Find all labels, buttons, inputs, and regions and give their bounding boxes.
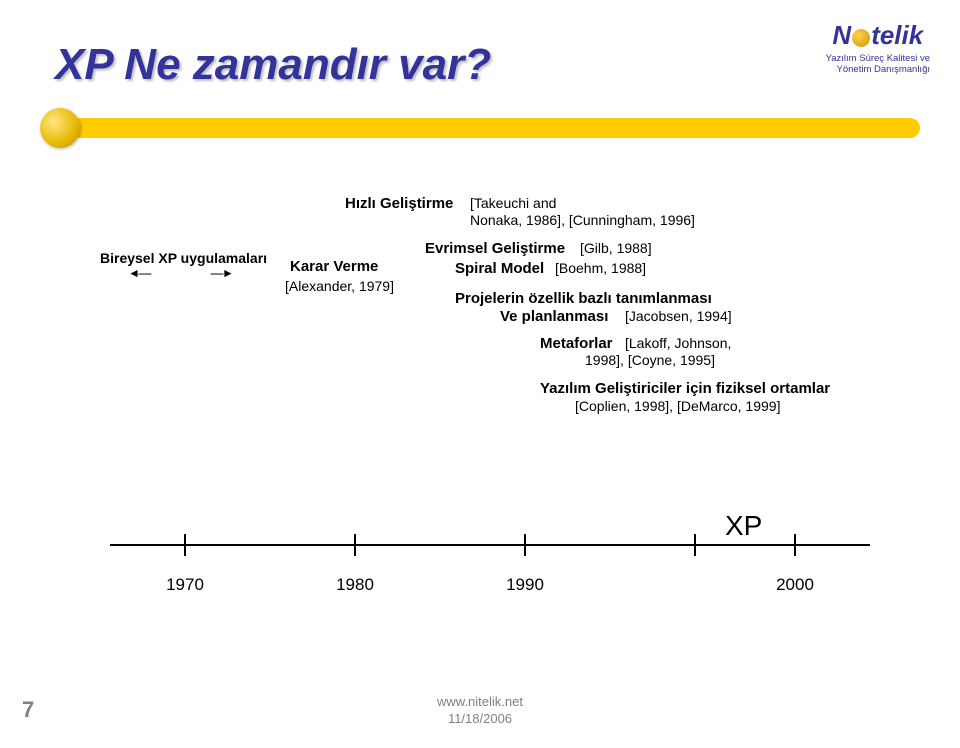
svg-text:XP: XP xyxy=(725,510,762,541)
footer: www.nitelik.net 11/18/2006 xyxy=(0,693,960,728)
footer-date: 11/18/2006 xyxy=(448,711,512,726)
slide: XP Ne zamandır var? Ntelik Yazılım Süreç… xyxy=(0,0,960,748)
svg-text:1970: 1970 xyxy=(166,575,204,594)
svg-text:1990: 1990 xyxy=(506,575,544,594)
svg-text:1980: 1980 xyxy=(336,575,374,594)
diagram: Hızlı Geliştirme [Takeuchi and Nonaka, 1… xyxy=(0,0,960,748)
footer-url: www.nitelik.net xyxy=(437,694,523,709)
timeline: 1970 1980 1990 2000 XP xyxy=(0,0,960,748)
svg-text:2000: 2000 xyxy=(776,575,814,594)
